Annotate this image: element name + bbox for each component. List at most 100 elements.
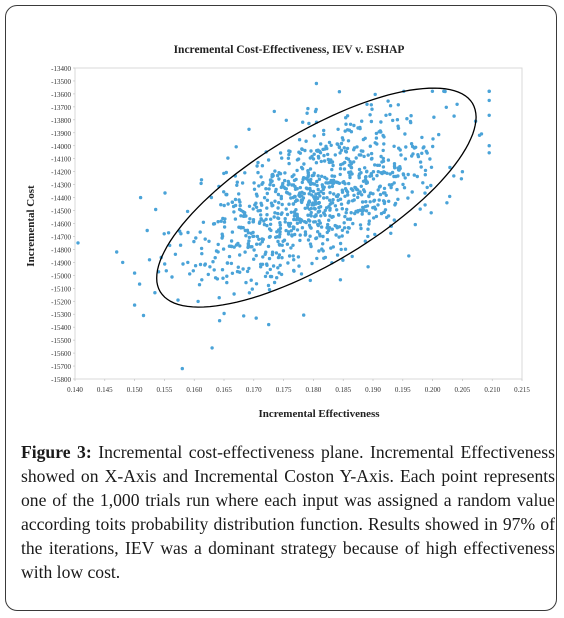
data-point <box>287 254 292 258</box>
data-point <box>145 228 149 233</box>
data-point <box>199 246 204 251</box>
data-point <box>244 280 248 285</box>
data-point <box>325 177 329 181</box>
data-point <box>381 133 385 138</box>
data-point <box>429 183 433 188</box>
data-point <box>324 181 328 185</box>
data-point <box>269 180 273 184</box>
data-point <box>393 166 397 170</box>
data-point <box>260 203 264 207</box>
data-point <box>309 177 313 182</box>
data-point <box>275 173 280 178</box>
data-point <box>278 232 282 236</box>
data-point <box>273 169 277 173</box>
data-point <box>345 207 349 212</box>
data-point <box>295 187 299 191</box>
y-tick-label: -14100 <box>51 156 71 164</box>
data-point <box>303 148 307 153</box>
data-point <box>201 220 206 224</box>
data-point <box>322 153 326 158</box>
data-point <box>276 211 280 216</box>
data-point <box>346 226 351 230</box>
data-point <box>363 136 367 140</box>
data-point <box>407 254 411 258</box>
data-point <box>387 199 391 203</box>
data-point <box>315 183 319 188</box>
data-point <box>321 242 325 246</box>
y-tick-label: -15700 <box>51 363 71 371</box>
data-point <box>313 214 317 219</box>
data-point <box>359 184 363 188</box>
data-point <box>330 167 334 172</box>
data-point <box>437 132 441 137</box>
data-point <box>318 151 323 155</box>
data-point <box>254 316 258 320</box>
data-point <box>252 248 256 252</box>
data-point <box>336 142 340 146</box>
y-tick-label: -13900 <box>51 130 71 138</box>
data-point <box>296 157 301 161</box>
data-point <box>255 164 259 168</box>
data-point <box>366 265 370 269</box>
data-point <box>343 214 347 219</box>
data-point <box>330 227 334 231</box>
data-point <box>354 186 358 190</box>
data-point <box>266 283 271 288</box>
data-point <box>303 220 307 224</box>
data-point <box>339 247 343 252</box>
data-point <box>378 184 382 188</box>
data-point <box>308 167 313 171</box>
y-tick-label: -14000 <box>51 143 71 151</box>
data-point <box>404 145 408 149</box>
data-point <box>385 171 389 175</box>
data-point <box>360 119 364 123</box>
x-tick-label: 0.195 <box>395 386 411 394</box>
data-point <box>314 81 319 86</box>
data-point <box>317 249 321 253</box>
data-point <box>285 212 290 217</box>
data-point <box>318 234 322 238</box>
data-point <box>396 197 400 201</box>
data-point <box>349 211 353 215</box>
data-point <box>410 190 414 194</box>
data-point <box>188 272 192 276</box>
data-point <box>395 187 399 192</box>
data-point <box>199 178 204 182</box>
data-point <box>379 211 384 216</box>
data-point <box>292 226 296 231</box>
data-point <box>301 120 305 124</box>
data-point <box>297 264 301 268</box>
data-point <box>364 175 368 179</box>
data-point <box>251 218 256 222</box>
data-point <box>138 195 143 200</box>
data-point <box>365 181 369 185</box>
data-point <box>232 245 236 249</box>
data-point <box>264 217 268 221</box>
data-point <box>309 149 313 153</box>
data-point <box>234 145 238 149</box>
data-point <box>298 233 302 237</box>
data-point <box>334 224 339 228</box>
data-point <box>334 233 338 237</box>
data-point <box>365 102 369 107</box>
data-point <box>287 230 291 234</box>
y-tick-label: -14800 <box>51 246 71 254</box>
data-point <box>220 232 224 236</box>
data-point <box>178 243 183 247</box>
data-point <box>241 210 245 214</box>
data-point <box>487 113 491 118</box>
data-point <box>270 252 275 257</box>
data-point <box>356 195 360 200</box>
data-point <box>229 261 234 266</box>
data-point <box>316 223 320 228</box>
data-point <box>319 214 323 218</box>
x-axis: 0.140 0.145 0.150 0.155 0.160 0.165 0.170 0.175… <box>67 379 530 394</box>
data-point <box>389 185 393 190</box>
data-point <box>235 269 240 274</box>
data-point <box>406 172 410 177</box>
data-point <box>292 269 296 273</box>
data-point <box>238 244 242 248</box>
data-point <box>230 271 235 275</box>
data-point <box>225 261 230 265</box>
data-point <box>349 162 354 166</box>
